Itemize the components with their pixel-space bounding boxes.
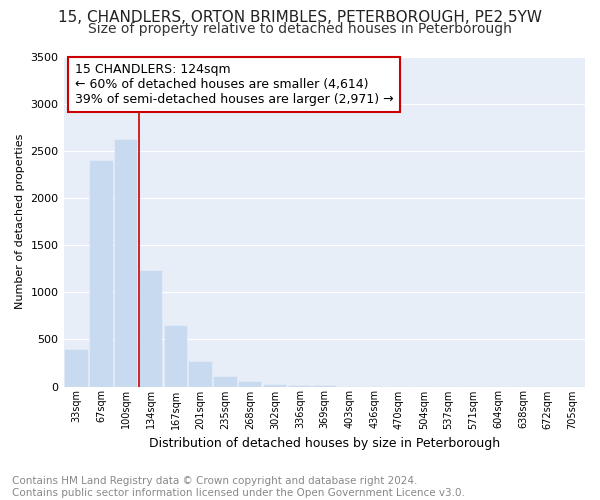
Text: Contains HM Land Registry data © Crown copyright and database right 2024.
Contai: Contains HM Land Registry data © Crown c… bbox=[12, 476, 465, 498]
Bar bbox=[140, 270, 162, 386]
Text: 15 CHANDLERS: 124sqm
← 60% of detached houses are smaller (4,614)
39% of semi-de: 15 CHANDLERS: 124sqm ← 60% of detached h… bbox=[74, 63, 393, 106]
Text: 15, CHANDLERS, ORTON BRIMBLES, PETERBOROUGH, PE2 5YW: 15, CHANDLERS, ORTON BRIMBLES, PETERBORO… bbox=[58, 10, 542, 25]
Bar bbox=[214, 377, 236, 386]
Bar bbox=[115, 140, 137, 386]
Bar bbox=[65, 350, 88, 387]
Text: Size of property relative to detached houses in Peterborough: Size of property relative to detached ho… bbox=[88, 22, 512, 36]
Bar bbox=[190, 362, 212, 386]
Y-axis label: Number of detached properties: Number of detached properties bbox=[15, 134, 25, 309]
Bar bbox=[90, 161, 113, 386]
X-axis label: Distribution of detached houses by size in Peterborough: Distribution of detached houses by size … bbox=[149, 437, 500, 450]
Bar bbox=[164, 326, 187, 386]
Bar bbox=[264, 384, 286, 386]
Bar bbox=[239, 382, 262, 386]
